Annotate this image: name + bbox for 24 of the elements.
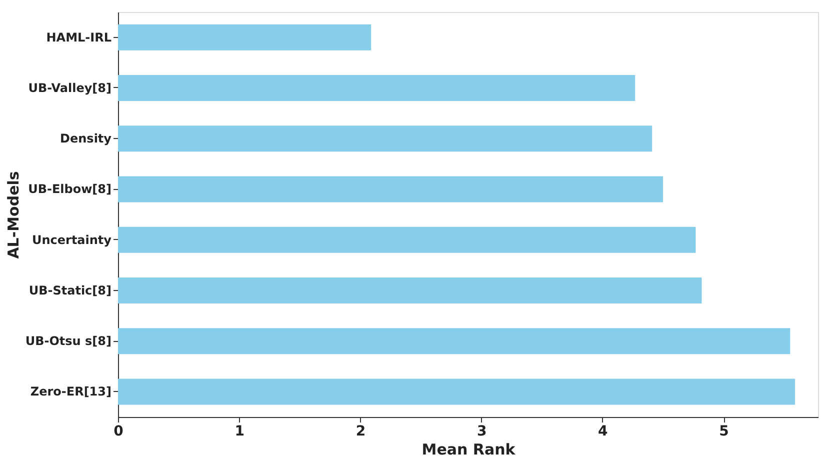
y-tick-label: UB-Otsu s[8] [25,334,112,348]
y-tick-label: Uncertainty [32,232,112,247]
y-axis-title: AL-Models [4,171,22,259]
y-tick-label: UB-Static[8] [28,283,112,298]
bar [118,176,663,202]
bar [118,24,372,50]
x-tick-label: 1 [234,424,244,440]
y-tick-label: UB-Valley[8] [28,80,112,95]
bar [118,74,636,101]
x-tick-label: 4 [598,424,608,440]
bar [118,277,702,304]
x-tick-label: 0 [114,424,124,440]
x-axis-title: Mean Rank [422,440,516,458]
x-tick-label: 5 [719,424,729,440]
bar [118,226,696,253]
y-tick-label: UB-Elbow[8] [28,182,112,196]
x-tick-label: 3 [476,424,487,440]
y-tick-label: HAML-IRL [46,30,112,44]
bar [118,126,652,152]
x-tick-label: 2 [356,424,366,440]
y-tick-label: Zero-ER[13] [30,384,112,399]
bar [118,378,795,405]
bar [118,328,790,354]
y-tick-label: Density [60,132,112,146]
